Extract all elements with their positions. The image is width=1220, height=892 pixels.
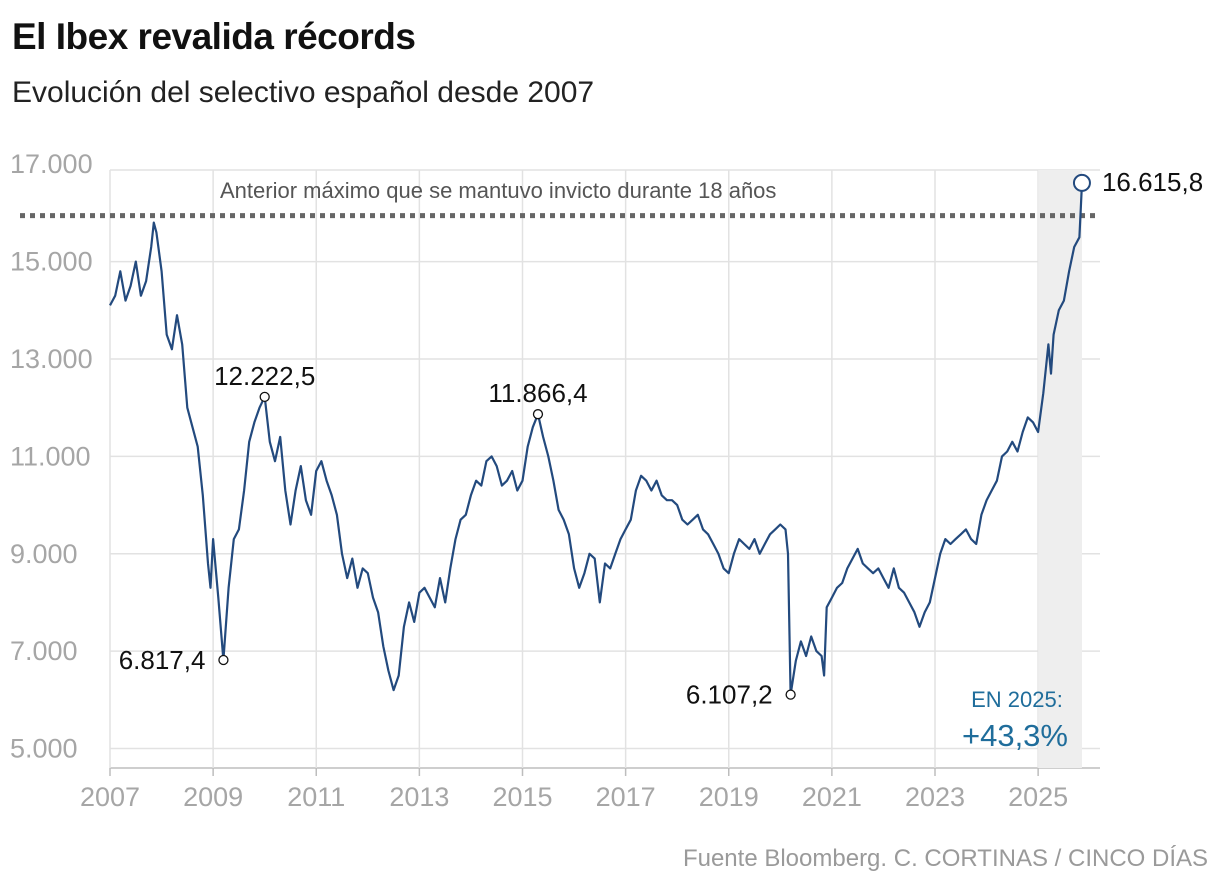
annotation-marker	[785, 689, 796, 700]
highlight-box-label: EN 2025:	[971, 687, 1063, 712]
annotation-label: 16.615,8	[1102, 167, 1203, 197]
y-tick-label: 9.000	[10, 539, 78, 569]
axis-layer: 5.000 7.000 9.000 11.000 13.000 15.000 17.000 2…	[10, 149, 1068, 812]
y-tick-label: 13.000	[10, 344, 93, 374]
chart-title: El Ibex revalida récords	[12, 16, 416, 57]
highlight-band-layer	[1038, 170, 1082, 768]
source-note: Fuente Bloomberg. C. CORTINAS / CINCO DÍ…	[682, 845, 1208, 872]
previous-record-label: Anterior máximo que se mantuvo invicto d…	[220, 178, 776, 203]
annotation-label: 12.222,5	[214, 361, 315, 391]
x-tick-label: 2019	[699, 782, 759, 812]
annotation-label: 6.107,2	[686, 680, 773, 710]
x-tick-label: 2007	[80, 782, 140, 812]
x-tick-label: 2023	[905, 782, 965, 812]
annotation-marker	[218, 654, 229, 666]
y-tick-label: 15.000	[10, 247, 93, 277]
annotation-marker	[259, 391, 270, 402]
ibex-series-line	[109, 182, 1084, 696]
grid-layer	[109, 169, 1100, 769]
annotation-marker	[1072, 173, 1091, 192]
annotation-layer: 6.817,4 12.222,5 11.866,4 6.107,2 16.615,8 EN…	[119, 167, 1203, 753]
y-tick-label: 17.000	[10, 149, 93, 179]
y-tick-label: 7.000	[10, 636, 78, 666]
annotation-label: 6.817,4	[119, 645, 206, 675]
annotation-marker	[532, 409, 544, 420]
x-tick-label: 2025	[1008, 782, 1068, 812]
x-tick-label: 2011	[287, 782, 345, 812]
x-tick-label: 2021	[802, 782, 862, 812]
x-tick-label: 2015	[492, 782, 552, 812]
chart-subtitle: Evolución del selectivo español desde 20…	[12, 76, 595, 109]
annotation-label: 11.866,4	[488, 378, 587, 408]
x-tick-label: 2009	[183, 782, 243, 812]
highlight-band-2025	[1038, 170, 1082, 768]
series-layer	[109, 182, 1084, 696]
y-tick-label: 11.000	[10, 441, 91, 471]
reference-line-layer: Anterior máximo que se mantuvo invicto d…	[20, 178, 1100, 219]
x-tick-label: 2013	[389, 782, 449, 812]
y-tick-label: 5.000	[10, 734, 78, 764]
x-tick-label: 2017	[596, 782, 656, 812]
highlight-box-value: +43,3%	[962, 718, 1068, 753]
